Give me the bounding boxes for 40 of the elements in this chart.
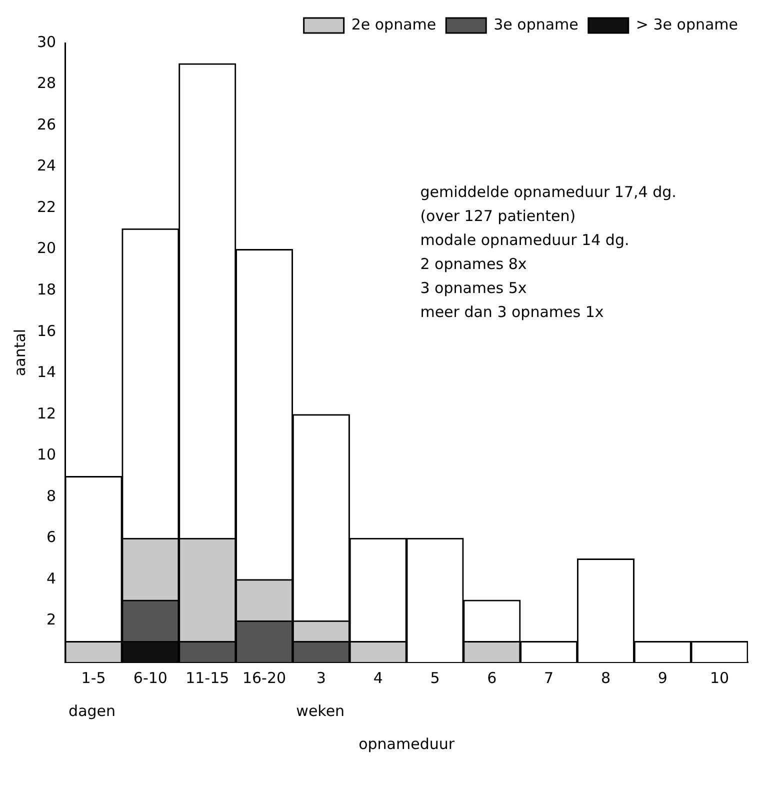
x-tick-label: 11-15 <box>186 668 230 687</box>
x-tick-label: 6 <box>487 668 497 687</box>
annotation: 2 opnames 8x <box>420 254 527 273</box>
y-tick-label: 4 <box>46 569 56 588</box>
annotation: (over 127 patienten) <box>420 206 576 225</box>
y-tick-label: 2 <box>46 610 56 629</box>
annotation: 3 opnames 5x <box>420 278 527 297</box>
y-tick-label: 20 <box>36 239 56 258</box>
y-tick-label: 26 <box>36 115 56 134</box>
y-tick-label: 14 <box>36 363 56 382</box>
x-tick-label: 3 <box>316 668 326 687</box>
x-tick-label: 4 <box>373 668 383 687</box>
annotation: modale opnameduur 14 dg. <box>420 230 630 249</box>
x-tick-label: 9 <box>658 668 668 687</box>
text: dagen <box>68 702 116 720</box>
y-tick-label: 6 <box>46 528 56 546</box>
y-tick-label: 24 <box>36 156 56 175</box>
x-tick-label: 8 <box>600 668 610 687</box>
annotation: meer dan 3 opnames 1x <box>420 302 604 321</box>
legend-label: 3e opname <box>494 15 578 34</box>
y-tick-label: 16 <box>36 322 56 340</box>
legend-label: 2e opname <box>351 15 436 34</box>
y-tick-label: 30 <box>36 32 56 51</box>
x-tick-label: 6-10 <box>133 668 168 687</box>
annotation: gemiddelde opnameduur 17,4 dg. <box>420 182 676 201</box>
x-tick-label: 7 <box>544 668 554 687</box>
x-tick-label: 5 <box>430 668 440 687</box>
y-tick-label: 12 <box>36 404 56 422</box>
text: weken <box>296 702 345 720</box>
y-tick-label: 18 <box>36 280 56 298</box>
y-tick-label: 22 <box>36 198 56 216</box>
y-tick-label: 8 <box>46 486 56 505</box>
x-tick-label: 1-5 <box>81 668 106 687</box>
x-tick-label: 10 <box>710 668 730 687</box>
y-tick-label: 10 <box>36 446 56 464</box>
legend-label: > 3e opname <box>636 15 738 34</box>
x-axis-title: opnameduur <box>358 734 456 753</box>
y-tick-label: 28 <box>36 74 56 92</box>
y-axis-title: aantal <box>10 328 29 376</box>
x-tick-label: 16-20 <box>242 668 286 687</box>
